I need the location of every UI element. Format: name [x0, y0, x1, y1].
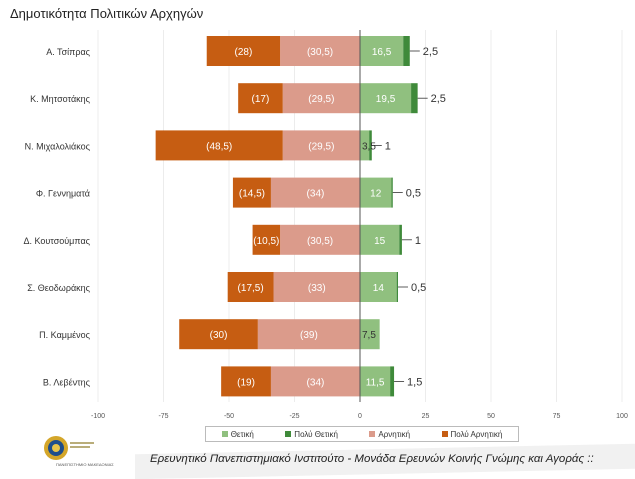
label-positive: 15 [374, 236, 386, 247]
x-tick-label: -25 [289, 413, 299, 420]
category-label: Δ. Κουτσούμπας [23, 236, 90, 246]
legend-swatch [441, 431, 448, 437]
legend-item: Θετική [221, 429, 254, 439]
footer-text: Ερευνητικό Πανεπιστημιακό Ινστιτούτο - Μ… [150, 453, 594, 465]
label-negative: (29,5) [308, 94, 334, 105]
category-label: Ν. Μιχαλολιάκος [25, 141, 91, 151]
x-tick-label: -75 [158, 413, 168, 420]
label-very-positive: 2,5 [423, 46, 438, 58]
label-very-negative: (30) [210, 330, 228, 341]
label-positive: 19,5 [376, 94, 396, 105]
bar-very-negative [221, 366, 271, 397]
label-very-negative: (19) [237, 377, 255, 388]
bar-positive [360, 272, 397, 302]
legend-label: Πολύ Αρνητική [450, 429, 503, 439]
legend-label: Θετική [230, 429, 254, 439]
legend-item: Πολύ Θετική [285, 430, 338, 439]
x-tick-label: 25 [422, 413, 430, 420]
bar-positive [360, 130, 370, 161]
x-tick-label: 75 [553, 413, 561, 420]
legend-item: Αρνητική [369, 430, 410, 439]
label-very-negative: (28) [235, 47, 253, 58]
label-negative: (39) [300, 330, 318, 341]
label-negative: (30,5) [307, 236, 333, 247]
bar-negative [270, 366, 360, 397]
legend-swatch [221, 431, 228, 437]
bar-very-negative [238, 83, 283, 114]
legend-swatch [285, 431, 292, 437]
label-very-positive: 2,5 [431, 93, 446, 105]
x-tick-label: 50 [487, 413, 495, 420]
chart-title: Δημοτικότητα Πολιτικών Αρχηγών [10, 6, 204, 21]
label-negative: (29,5) [308, 141, 334, 152]
bar-positive [360, 319, 380, 350]
bar-very-positive [399, 224, 402, 255]
bar-negative [282, 83, 360, 114]
x-tick-label: -100 [91, 413, 105, 420]
bar-negative [257, 319, 360, 350]
legend-label: Αρνητική [378, 429, 411, 439]
bar-negative [273, 272, 360, 302]
label-very-negative: (17) [252, 94, 270, 105]
label-very-positive: 1 [415, 235, 421, 247]
category-label: Α. Τσίπρας [46, 47, 90, 57]
legend: Θετική Πολύ Θετική Αρνητική Πολύ Αρνητική [205, 426, 519, 442]
label-positive: 7,5 [362, 330, 376, 341]
label-very-negative: (14,5) [239, 189, 265, 200]
x-tick-label: 100 [616, 413, 628, 420]
bar-very-positive [411, 83, 418, 114]
bar-very-negative [227, 272, 274, 302]
label-negative: (34) [307, 189, 325, 200]
label-very-negative: (48,5) [206, 141, 232, 152]
x-tick-label: -50 [224, 413, 234, 420]
bar-positive [360, 366, 391, 397]
bar-positive [360, 36, 404, 66]
bar-very-negative [179, 319, 258, 350]
label-positive: 11,5 [366, 377, 385, 388]
label-very-positive: 1,5 [407, 376, 422, 388]
bar-negative [270, 177, 360, 208]
label-very-positive: 0,5 [406, 188, 421, 200]
bar-negative [280, 224, 360, 255]
bar-very-positive [391, 177, 393, 208]
label-very-positive: 1 [385, 140, 391, 152]
category-label: Σ. Θεοδωράκης [27, 283, 90, 293]
bar-very-negative [252, 224, 281, 255]
bar-very-negative [155, 130, 283, 161]
label-positive: 12 [370, 189, 382, 200]
bar-very-positive [390, 366, 395, 397]
label-very-negative: (10,5) [253, 236, 279, 247]
label-very-negative: (17,5) [238, 283, 264, 294]
university-logo [44, 436, 94, 460]
logo-text: ΠΑΝΕΠΙΣΤΗΜΙΟ ΜΑΚΕΔΟΝΙΑΣ [56, 462, 114, 467]
legend-label: Πολύ Θετική [294, 429, 338, 439]
label-positive: 16,5 [372, 47, 392, 58]
bar-very-positive [369, 130, 372, 161]
label-negative: (34) [307, 377, 325, 388]
label-positive: 3,5 [362, 141, 376, 152]
legend-swatch [369, 431, 376, 437]
category-label: Β. Λεβέντης [43, 377, 91, 387]
category-label: Φ. Γεννηματά [36, 189, 90, 199]
bar-very-positive [403, 36, 410, 66]
bar-negative [282, 130, 360, 161]
category-label: Κ. Μητσοτάκης [30, 94, 91, 104]
bar-very-negative [232, 177, 271, 208]
label-negative: (33) [308, 283, 326, 294]
bar-very-positive [396, 272, 398, 302]
label-positive: 14 [373, 283, 385, 294]
x-tick-label: 0 [358, 413, 362, 420]
bar-very-negative [206, 36, 281, 66]
label-very-positive: 0,5 [411, 282, 426, 294]
category-label: Π. Καμμένος [39, 330, 90, 340]
label-negative: (30,5) [307, 47, 333, 58]
bar-positive [360, 224, 400, 255]
bar-positive [360, 83, 412, 114]
bar-negative [280, 36, 360, 66]
legend-item: Πολύ Αρνητική [441, 429, 503, 439]
bar-positive [360, 177, 392, 208]
